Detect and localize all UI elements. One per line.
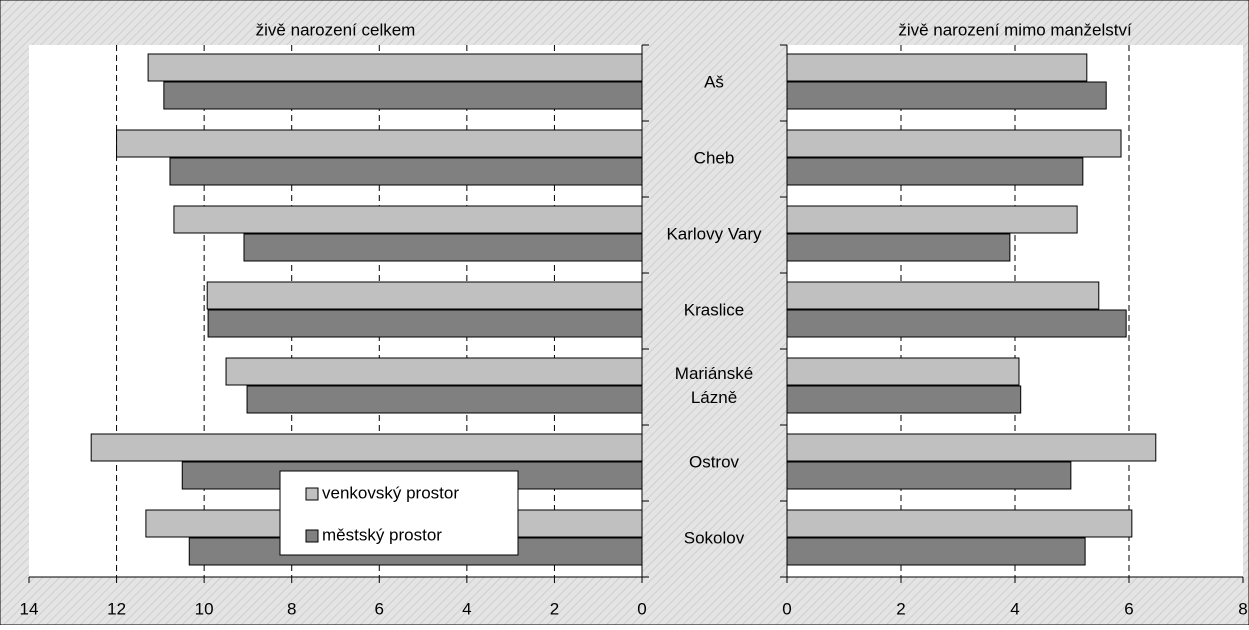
x-tick-label: 8	[1238, 599, 1247, 618]
category-label: Cheb	[694, 148, 735, 167]
bar	[786, 357, 1020, 386]
bar	[786, 205, 1078, 234]
category-label: Kraslice	[684, 300, 744, 319]
x-tick-label: 4	[1010, 599, 1019, 618]
bar	[90, 433, 643, 462]
category-label-line: Mariánské	[675, 364, 753, 383]
bar	[169, 157, 643, 186]
x-tick-label: 12	[107, 599, 126, 618]
bar	[116, 129, 643, 158]
x-tick-label: 6	[375, 599, 384, 618]
bar	[225, 357, 643, 386]
bar	[786, 281, 1100, 310]
x-tick-label: 2	[896, 599, 905, 618]
category-label-line: Lázně	[691, 388, 737, 407]
bar	[207, 309, 643, 338]
panel-title: živě narození mimo manželství	[898, 20, 1132, 39]
category-label: Karlovy Vary	[666, 224, 762, 243]
bar	[786, 509, 1133, 538]
bar	[786, 461, 1072, 490]
bar	[786, 309, 1127, 338]
bar	[786, 385, 1022, 414]
panel-title: živě narození celkem	[256, 20, 416, 39]
legend-label: městský prostor	[322, 525, 442, 544]
legend-swatch	[305, 529, 319, 543]
x-tick-label: 10	[195, 599, 214, 618]
bar	[786, 53, 1088, 82]
legend: venkovský prostor městský prostor	[279, 470, 519, 556]
bar	[163, 81, 643, 110]
category-label: Ostrov	[689, 452, 740, 471]
bar	[147, 53, 643, 82]
bar	[786, 129, 1122, 158]
bar	[786, 81, 1107, 110]
x-tick-label: 6	[1124, 599, 1133, 618]
bar	[243, 233, 643, 262]
x-tick-label: 14	[20, 599, 39, 618]
x-tick-label: 4	[462, 599, 471, 618]
bar	[786, 537, 1086, 566]
bar	[173, 205, 643, 234]
category-label: Aš	[704, 72, 724, 91]
bar	[246, 385, 643, 414]
bar	[206, 281, 643, 310]
category-label: Sokolov	[684, 528, 745, 547]
x-tick-label: 2	[550, 599, 559, 618]
legend-label: venkovský prostor	[322, 483, 459, 502]
bar	[786, 157, 1084, 186]
x-tick-label: 0	[637, 599, 646, 618]
x-tick-label: 0	[782, 599, 791, 618]
x-tick-label: 8	[287, 599, 296, 618]
legend-box	[279, 470, 519, 556]
bar	[786, 433, 1157, 462]
category-label: Mariánské Lázně	[675, 364, 753, 407]
bar	[786, 233, 1011, 262]
legend-swatch	[305, 487, 319, 501]
